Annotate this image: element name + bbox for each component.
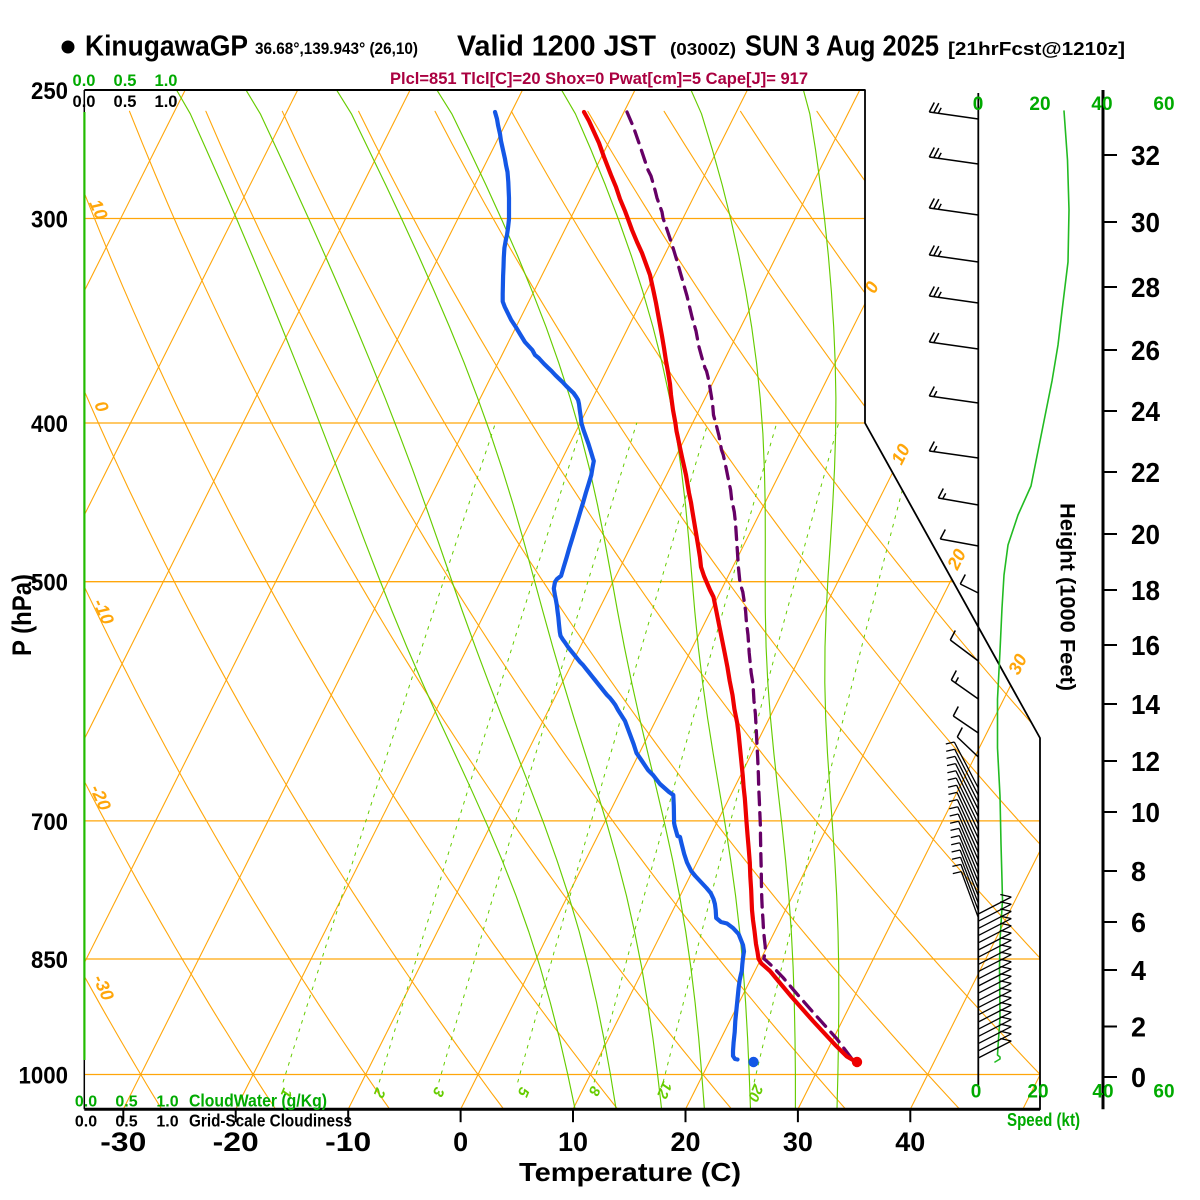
svg-text:KinugawaGP: KinugawaGP [85,31,248,63]
svg-text:40: 40 [1091,94,1112,115]
svg-text:20: 20 [1027,1082,1048,1103]
svg-text:30: 30 [1131,207,1160,238]
svg-text:SUN 3 Aug 2025: SUN 3 Aug 2025 [745,31,939,63]
svg-text:1.0: 1.0 [156,1114,178,1131]
svg-text:0: 0 [1131,1062,1146,1093]
svg-text:8: 8 [1131,856,1146,887]
svg-text:P (hPa): P (hPa) [7,574,37,656]
svg-text:-30: -30 [100,1127,146,1157]
svg-text:500: 500 [31,570,68,597]
svg-text:2: 2 [1131,1012,1146,1043]
svg-text:20: 20 [1029,94,1050,115]
svg-text:Valid 1200 JST: Valid 1200 JST [457,31,656,63]
svg-text:60: 60 [1153,94,1174,115]
svg-text:0: 0 [453,1127,468,1157]
svg-text:1.0: 1.0 [155,93,178,111]
svg-text:Grid-Scale Cloudiness: Grid-Scale Cloudiness [189,1111,352,1131]
svg-text:1.0: 1.0 [156,1094,178,1111]
svg-text:20: 20 [744,1081,767,1105]
svg-text:40: 40 [895,1127,925,1157]
svg-text:250: 250 [31,78,68,105]
svg-text:0.5: 0.5 [115,1114,137,1131]
svg-text:0.0: 0.0 [75,1094,97,1111]
svg-text:36.68°,139.943° (26,10): 36.68°,139.943° (26,10) [255,39,418,58]
svg-text:700: 700 [31,809,68,836]
svg-text:Plcl=851 Tlcl[C]=20 Shox=0 Pwa: Plcl=851 Tlcl[C]=20 Shox=0 Pwat[cm]=5 Ca… [390,69,808,88]
svg-text:[21hrFcst@1210z]: [21hrFcst@1210z] [948,38,1125,59]
svg-text:40: 40 [1092,1082,1113,1103]
svg-text:10: 10 [558,1127,588,1157]
svg-text:850: 850 [31,947,68,974]
svg-text:24: 24 [1131,396,1160,427]
svg-text:0.0: 0.0 [73,93,96,111]
svg-text:Temperature (C): Temperature (C) [519,1157,741,1187]
svg-text:0.0: 0.0 [73,72,96,90]
svg-text:12: 12 [1131,746,1160,777]
svg-text:20: 20 [1131,519,1160,550]
svg-text:6: 6 [1131,907,1146,938]
svg-text:Speed (kt): Speed (kt) [1007,1110,1080,1130]
svg-text:(0300Z): (0300Z) [670,39,736,59]
svg-text:12: 12 [653,1079,675,1102]
svg-text:22: 22 [1131,457,1160,488]
svg-text:0.5: 0.5 [114,72,137,90]
svg-text:28: 28 [1131,272,1160,303]
svg-text:26: 26 [1131,335,1160,366]
svg-text:0: 0 [973,94,984,115]
svg-text:1.0: 1.0 [155,72,178,90]
svg-text:60: 60 [1153,1082,1174,1103]
svg-text:0.5: 0.5 [115,1094,137,1111]
svg-text:0.0: 0.0 [75,1114,97,1131]
svg-text:14: 14 [1131,689,1160,720]
svg-text:4: 4 [1131,955,1146,986]
svg-text:1000: 1000 [19,1062,69,1089]
svg-text:0: 0 [971,1082,982,1103]
svg-text:-20: -20 [213,1127,259,1157]
svg-text:16: 16 [1131,630,1160,661]
svg-text:300: 300 [31,206,68,233]
svg-text:10: 10 [1131,797,1160,828]
svg-text:-10: -10 [325,1127,371,1157]
svg-text:CloudWater (g/Kg): CloudWater (g/Kg) [189,1091,327,1111]
svg-text:0.5: 0.5 [114,93,137,111]
svg-text:18: 18 [1131,575,1160,606]
svg-text:20: 20 [671,1127,701,1157]
svg-text:30: 30 [783,1127,813,1157]
svg-text:400: 400 [31,411,68,438]
svg-text:Height (1000 Feet): Height (1000 Feet) [1056,503,1080,691]
svg-text:32: 32 [1131,140,1160,171]
